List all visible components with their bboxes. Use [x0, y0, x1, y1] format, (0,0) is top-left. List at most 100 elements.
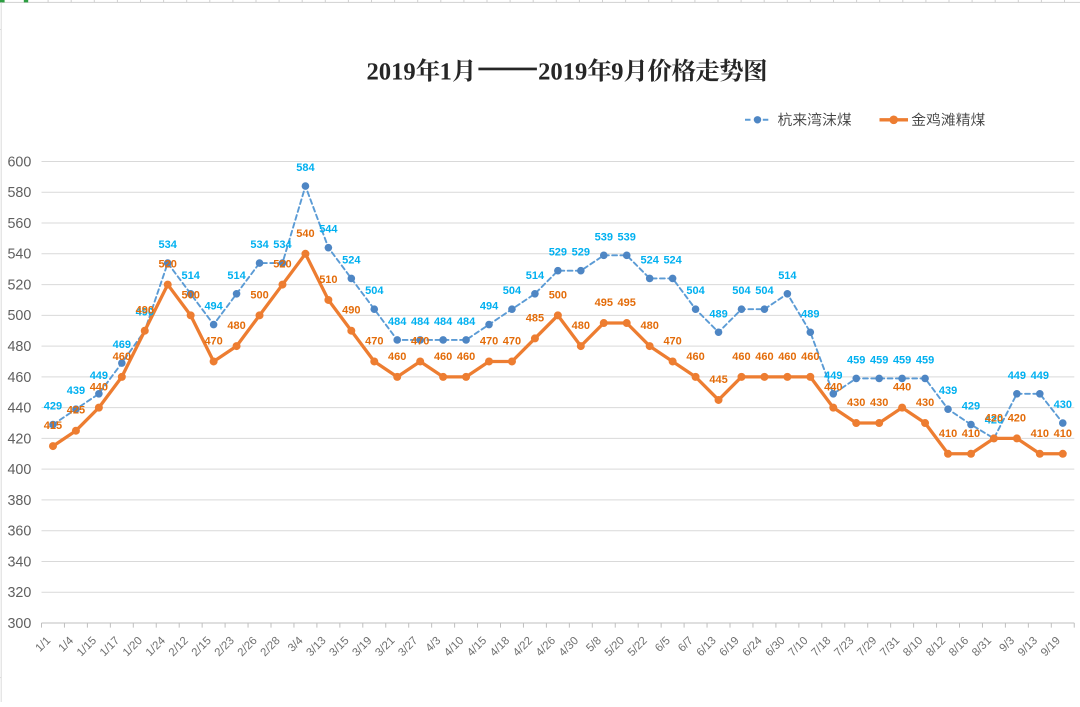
- svg-text:459: 459: [916, 354, 934, 366]
- svg-text:445: 445: [709, 374, 727, 386]
- svg-text:534: 534: [273, 239, 292, 251]
- svg-text:430: 430: [916, 397, 934, 409]
- svg-text:429: 429: [44, 401, 62, 413]
- svg-text:524: 524: [640, 254, 659, 266]
- svg-text:400: 400: [7, 462, 31, 478]
- svg-text:494: 494: [480, 301, 499, 313]
- svg-text:504: 504: [755, 285, 774, 297]
- svg-text:480: 480: [227, 320, 245, 332]
- svg-text:459: 459: [893, 354, 911, 366]
- svg-text:470: 470: [411, 336, 429, 348]
- svg-text:410: 410: [962, 428, 980, 440]
- svg-text:460: 460: [778, 351, 796, 363]
- svg-text:514: 514: [181, 270, 200, 282]
- svg-text:439: 439: [67, 385, 85, 397]
- svg-text:484: 484: [457, 316, 476, 328]
- svg-text:430: 430: [847, 397, 865, 409]
- svg-text:360: 360: [7, 524, 31, 540]
- svg-text:485: 485: [526, 312, 544, 324]
- svg-text:560: 560: [7, 216, 31, 232]
- svg-text:440: 440: [90, 382, 108, 394]
- svg-text:429: 429: [962, 401, 980, 413]
- svg-text:439: 439: [939, 385, 957, 397]
- svg-text:300: 300: [7, 616, 31, 632]
- svg-text:430: 430: [870, 397, 888, 409]
- svg-text:420: 420: [1008, 412, 1026, 424]
- svg-text:440: 440: [7, 401, 31, 417]
- svg-text:449: 449: [1031, 370, 1049, 382]
- svg-text:514: 514: [227, 270, 246, 282]
- svg-text:459: 459: [847, 354, 865, 366]
- svg-text:524: 524: [663, 254, 682, 266]
- svg-text:420: 420: [985, 412, 1003, 424]
- svg-text:534: 534: [159, 239, 178, 251]
- svg-text:504: 504: [732, 285, 751, 297]
- svg-text:500: 500: [181, 289, 199, 301]
- svg-text:449: 449: [90, 370, 108, 382]
- svg-text:430: 430: [1054, 399, 1072, 411]
- svg-text:489: 489: [709, 308, 727, 320]
- svg-text:410: 410: [939, 428, 957, 440]
- svg-text:540: 540: [7, 247, 31, 263]
- svg-text:504: 504: [365, 285, 384, 297]
- svg-text:510: 510: [319, 274, 337, 286]
- svg-text:480: 480: [7, 339, 31, 355]
- svg-text:440: 440: [893, 382, 911, 394]
- svg-text:470: 470: [480, 336, 498, 348]
- svg-text:469: 469: [113, 339, 131, 351]
- svg-text:440: 440: [824, 382, 842, 394]
- svg-text:460: 460: [755, 351, 773, 363]
- svg-text:520: 520: [273, 259, 291, 271]
- svg-text:470: 470: [204, 336, 222, 348]
- svg-text:460: 460: [457, 351, 475, 363]
- svg-text:449: 449: [1008, 370, 1026, 382]
- svg-text:490: 490: [342, 305, 360, 317]
- svg-text:490: 490: [136, 307, 154, 319]
- svg-text:514: 514: [778, 270, 797, 282]
- svg-text:484: 484: [434, 316, 453, 328]
- svg-text:460: 460: [113, 351, 131, 363]
- svg-text:484: 484: [411, 316, 430, 328]
- svg-text:529: 529: [549, 247, 567, 259]
- svg-text:539: 539: [595, 231, 613, 243]
- svg-text:410: 410: [1054, 428, 1072, 440]
- svg-text:449: 449: [824, 370, 842, 382]
- svg-text:460: 460: [801, 351, 819, 363]
- svg-text:480: 480: [572, 320, 590, 332]
- svg-text:539: 539: [618, 231, 636, 243]
- svg-text:495: 495: [595, 297, 613, 309]
- svg-text:470: 470: [365, 336, 383, 348]
- svg-text:494: 494: [204, 301, 223, 313]
- svg-text:534: 534: [250, 239, 269, 251]
- svg-text:540: 540: [296, 228, 314, 240]
- svg-text:524: 524: [342, 254, 361, 266]
- svg-text:584: 584: [296, 162, 315, 174]
- svg-text:470: 470: [503, 336, 521, 348]
- svg-text:410: 410: [1031, 428, 1049, 440]
- svg-text:380: 380: [7, 493, 31, 509]
- svg-text:460: 460: [732, 351, 750, 363]
- svg-text:504: 504: [686, 285, 705, 297]
- svg-text:520: 520: [159, 259, 177, 271]
- svg-text:544: 544: [319, 224, 338, 236]
- svg-text:320: 320: [7, 585, 31, 601]
- svg-text:529: 529: [572, 247, 590, 259]
- svg-text:480: 480: [640, 320, 658, 332]
- svg-text:495: 495: [618, 297, 636, 309]
- svg-text:459: 459: [870, 354, 888, 366]
- svg-text:490: 490: [136, 305, 154, 317]
- svg-text:420: 420: [7, 431, 31, 447]
- svg-text:425: 425: [67, 405, 85, 417]
- svg-text:504: 504: [503, 285, 522, 297]
- svg-text:500: 500: [549, 289, 567, 301]
- svg-text:580: 580: [7, 185, 31, 201]
- svg-text:500: 500: [7, 308, 31, 324]
- svg-text:520: 520: [7, 278, 31, 294]
- svg-text:489: 489: [801, 308, 819, 320]
- svg-text:500: 500: [250, 289, 268, 301]
- svg-text:415: 415: [44, 420, 62, 432]
- svg-text:460: 460: [7, 370, 31, 386]
- svg-text:600: 600: [7, 154, 31, 170]
- svg-text:460: 460: [388, 351, 406, 363]
- svg-text:514: 514: [526, 270, 545, 282]
